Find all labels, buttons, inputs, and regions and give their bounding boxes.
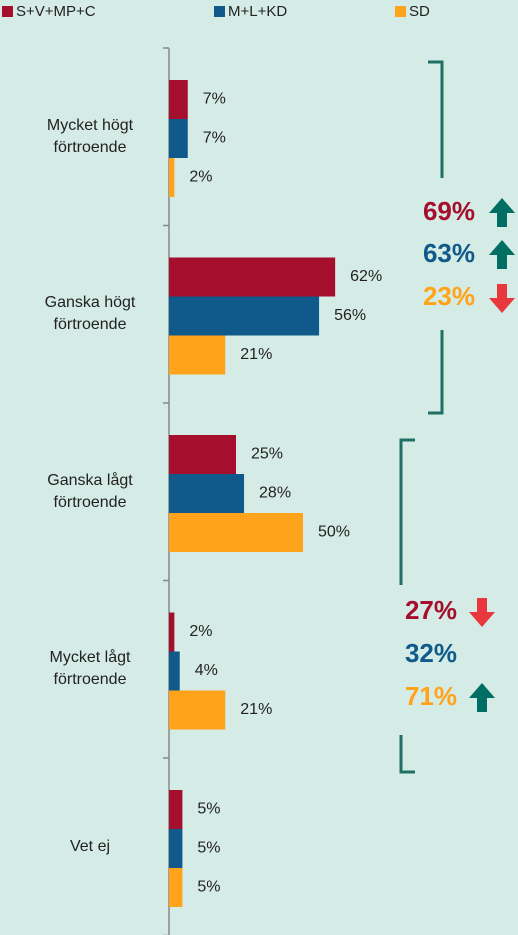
legend-swatch	[214, 6, 225, 17]
bar	[169, 868, 183, 907]
bar	[169, 435, 236, 474]
value-label: 21%	[240, 701, 272, 718]
value-label: 5%	[197, 879, 220, 896]
bar	[169, 296, 320, 336]
bar	[169, 651, 180, 691]
bar	[169, 690, 226, 730]
value-label: 28%	[259, 485, 291, 502]
trend-arrow	[469, 598, 495, 627]
value-label: 62%	[350, 268, 382, 285]
category-label: Ganska högt förtroende	[44, 294, 136, 334]
value-label: 7%	[203, 91, 226, 108]
legend-label: S+V+MP+C	[16, 3, 96, 20]
bar	[169, 335, 226, 375]
bar	[169, 612, 175, 652]
legend-label: M+L+KD	[228, 3, 287, 20]
value-label: 21%	[240, 346, 272, 363]
bar	[169, 80, 188, 119]
legend-swatch	[395, 6, 406, 17]
bar	[169, 474, 245, 513]
trend-arrow	[489, 240, 515, 269]
category-label: Vet ej	[69, 837, 111, 855]
category-label: Mycket högt förtroende	[46, 116, 134, 156]
value-label: 5%	[197, 801, 220, 818]
bar	[169, 158, 175, 197]
bar	[169, 257, 336, 297]
annotation: 69%	[423, 196, 475, 226]
annotation: 23%	[423, 281, 475, 311]
bar	[169, 119, 188, 158]
annotation: 63%	[423, 238, 475, 268]
bar	[169, 513, 303, 552]
value-label: 25%	[251, 446, 283, 463]
legend-label: SD	[409, 3, 430, 20]
annotation: 27%	[405, 595, 457, 625]
bracket	[399, 438, 415, 774]
bar	[169, 829, 183, 868]
value-label: 56%	[334, 307, 366, 324]
trend-arrow	[489, 284, 515, 313]
annotation: 71%	[405, 681, 457, 711]
trend-arrow	[469, 683, 495, 712]
value-label: 5%	[197, 840, 220, 857]
category-label: Mycket lågt förtroende	[49, 649, 131, 689]
value-label: 2%	[189, 623, 212, 640]
legend-swatch	[2, 6, 13, 17]
bar	[169, 790, 183, 829]
trend-arrow	[489, 198, 515, 227]
bracket	[428, 60, 444, 415]
value-label: 50%	[318, 524, 350, 541]
value-label: 4%	[195, 662, 218, 679]
value-label: 2%	[189, 169, 212, 186]
value-label: 7%	[203, 130, 226, 147]
category-label: Ganska lågt förtroende	[47, 471, 133, 511]
annotation: 32%	[405, 638, 457, 668]
